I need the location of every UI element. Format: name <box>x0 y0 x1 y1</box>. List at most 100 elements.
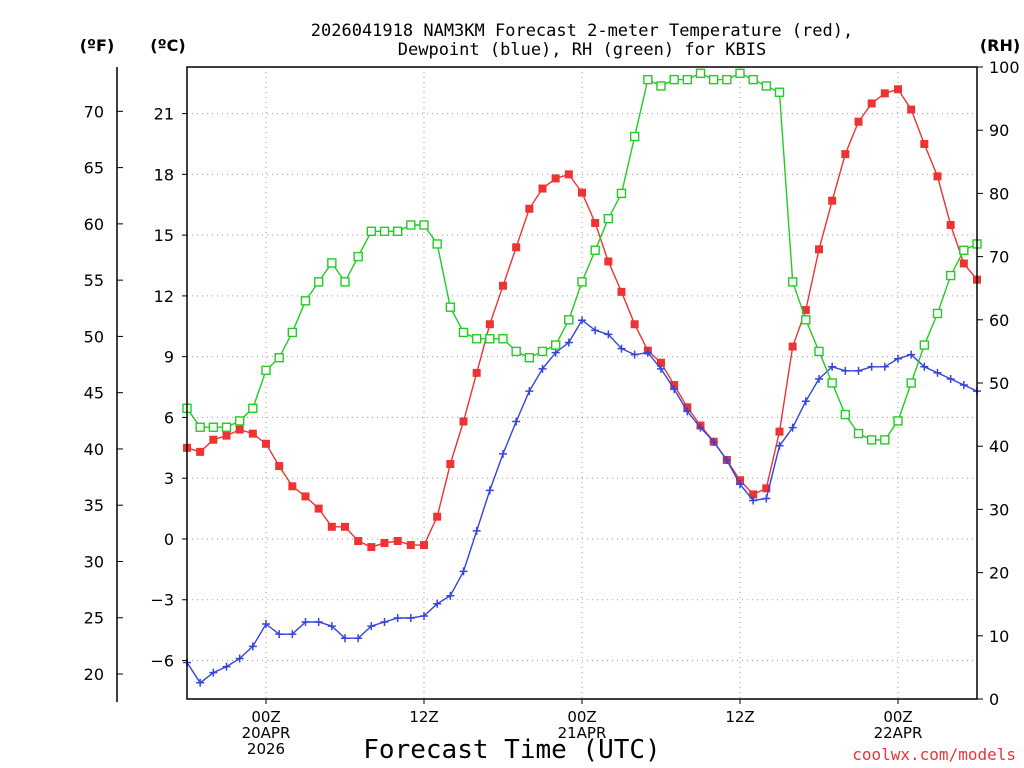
rh-point <box>234 416 245 426</box>
temperature-point <box>327 522 336 531</box>
dewpoint-point <box>538 364 547 373</box>
rh-tick-label: 90 <box>989 121 1009 140</box>
temperature-point <box>433 512 442 521</box>
rh-point <box>722 74 732 85</box>
temperature-point <box>420 541 428 550</box>
temperature-point <box>235 425 244 434</box>
fahrenheit-tick-label: 35 <box>84 496 104 515</box>
rh-point <box>537 346 548 357</box>
rh-point <box>550 340 561 350</box>
dewpoint-point <box>512 417 521 426</box>
temperature-point <box>854 117 863 126</box>
dewpoint-point <box>801 397 810 406</box>
dewpoint-point <box>472 526 481 535</box>
dewpoint-point <box>301 618 310 627</box>
rh-point <box>313 277 324 287</box>
rh-point <box>827 378 837 388</box>
dewpoint-point <box>841 366 850 375</box>
temperature-point <box>499 281 507 290</box>
temperature-point <box>367 543 376 552</box>
fahrenheit-tick-label: 65 <box>84 159 104 178</box>
rh-series <box>182 68 982 445</box>
x-tick-label: 12Z <box>725 708 754 726</box>
fahrenheit-tick-label: 55 <box>84 271 104 290</box>
rh-point <box>761 81 772 91</box>
rh-point <box>195 422 205 432</box>
temperature-point <box>657 358 665 367</box>
dewpoint-point <box>393 613 402 622</box>
dewpoint-point <box>736 480 744 489</box>
rh-point <box>564 315 574 325</box>
dewpoint-point <box>248 642 257 651</box>
temperature-point <box>209 435 218 444</box>
temperature-point <box>920 139 929 148</box>
rh-point <box>445 302 456 312</box>
rh-point <box>801 315 811 325</box>
temperature-point <box>551 174 560 183</box>
rh-point <box>208 422 219 432</box>
temperature-point <box>472 368 481 377</box>
rh-tick-label: 80 <box>989 184 1009 203</box>
temperature-point <box>288 482 297 491</box>
rh-point <box>261 365 271 376</box>
rh-point <box>603 213 614 224</box>
rh-point <box>590 245 600 255</box>
dewpoint-series <box>183 316 981 687</box>
rh-point <box>682 74 693 85</box>
grid-lines <box>187 67 977 699</box>
dewpoint-point <box>775 441 784 450</box>
rh-point <box>656 81 666 91</box>
dewpoint-point <box>749 496 758 505</box>
temperature-point <box>736 476 744 485</box>
temperature-point <box>578 188 586 197</box>
x-tick-label: 22APR <box>874 724 923 742</box>
celsius-tick-label: −6 <box>150 652 174 671</box>
dewpoint-point <box>196 678 205 687</box>
rh-tick-label: 50 <box>989 374 1009 393</box>
temperature-point <box>762 484 771 493</box>
rh-point <box>392 226 403 237</box>
temperature-point <box>512 243 521 252</box>
rh-point <box>932 308 943 319</box>
temperature-point <box>630 320 639 329</box>
dewpoint-point <box>578 316 586 325</box>
temperature-point <box>880 89 889 98</box>
rh-tick-label: 20 <box>989 564 1009 583</box>
dewpoint-point <box>262 620 270 629</box>
fahrenheit-tick-label: 30 <box>84 552 104 571</box>
rh-point <box>353 251 363 262</box>
rh-point <box>669 74 679 85</box>
dewpoint-point <box>275 630 284 639</box>
temperature-point <box>841 150 850 159</box>
rh-point <box>735 68 745 79</box>
temperature-point <box>446 460 455 469</box>
temperature-point <box>933 172 942 181</box>
temperature-point <box>354 537 363 545</box>
rh-point <box>366 226 377 237</box>
temperature-point <box>591 218 600 227</box>
rh-point <box>274 353 284 363</box>
dewpoint-point <box>354 634 363 643</box>
temperature-point <box>341 522 349 531</box>
series-layer <box>182 68 982 687</box>
dewpoint-point <box>485 486 494 495</box>
fahrenheit-tick-label: 40 <box>84 440 104 459</box>
temperature-point <box>775 427 784 436</box>
rh-point <box>866 435 877 445</box>
rh-point <box>287 327 298 338</box>
rh-point <box>853 428 864 439</box>
dewpoint-point <box>446 591 455 600</box>
dewpoint-point <box>828 362 837 371</box>
temperature-point <box>538 184 547 193</box>
dewpoint-point <box>209 668 218 677</box>
dewpoint-point <box>288 630 297 639</box>
temperature-point <box>564 170 573 179</box>
dewpoint-point <box>696 423 705 432</box>
temperature-point <box>248 429 257 438</box>
dewpoint-point <box>617 344 626 353</box>
rh-point <box>300 296 311 306</box>
temperature-point <box>196 447 205 456</box>
dewpoint-point <box>406 613 415 622</box>
